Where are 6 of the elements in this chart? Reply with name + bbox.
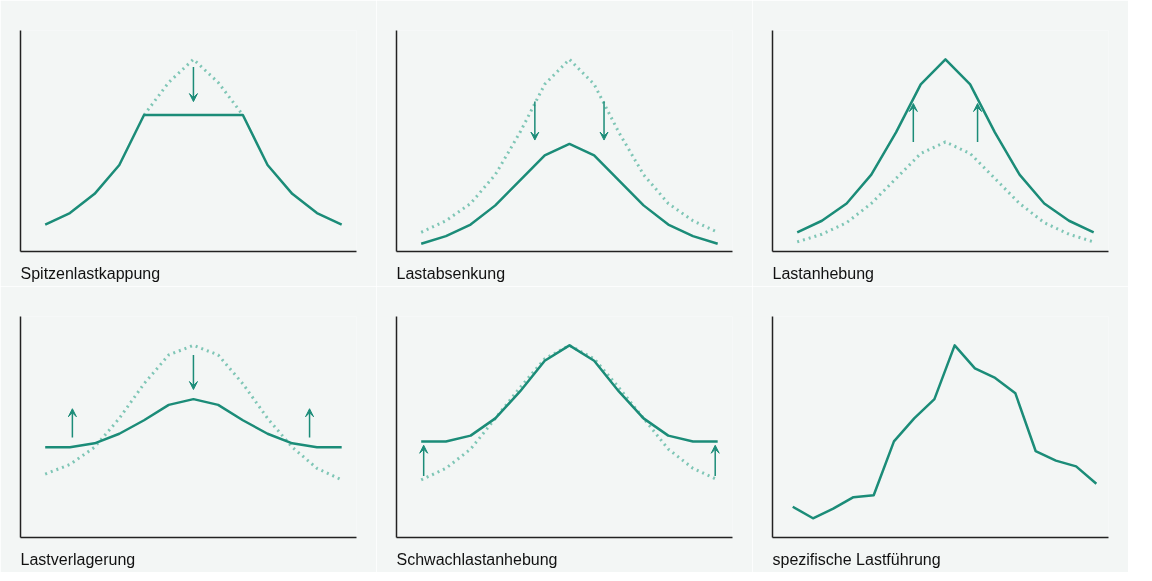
text: Lastanhebung [772, 264, 874, 282]
text: Spitzenlastkappung [20, 264, 161, 282]
text: spezifische Lastführung [772, 550, 941, 568]
text: Schwachlastanhebung [396, 550, 558, 568]
text: Lastverlagerung [20, 550, 136, 568]
text: Lastabsenkung [396, 264, 506, 282]
